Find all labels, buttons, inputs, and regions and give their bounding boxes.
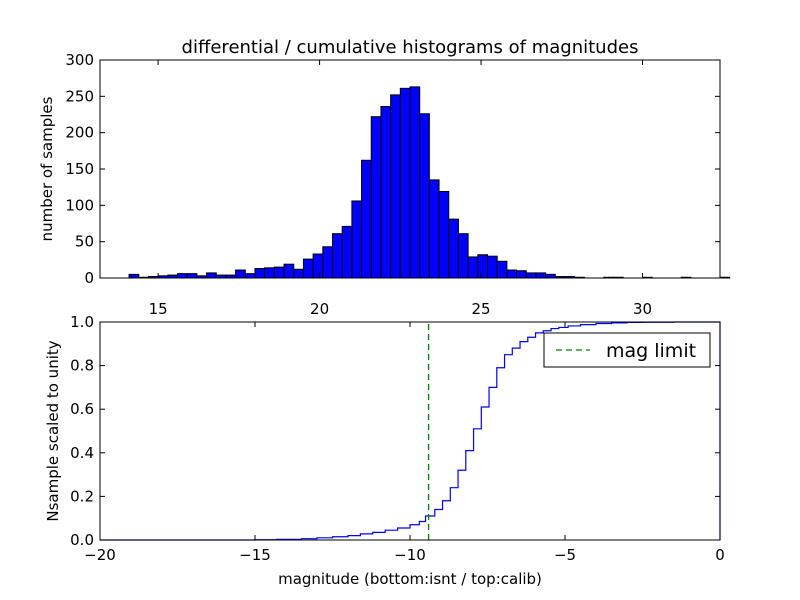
histogram-bar — [370, 116, 382, 279]
histogram-bar — [467, 256, 479, 279]
top-x-tick-label: 15 — [149, 300, 168, 318]
histogram-bar — [186, 273, 198, 279]
bottom-y-tick-label: 1.0 — [70, 313, 94, 331]
bottom-y-tick-label: 0.2 — [70, 487, 94, 505]
cumulative-histogram-chart: −20 −15 −10 −5 0 0.0 0.2 0.4 0.6 0.8 1.0 magnitude… — [44, 313, 725, 588]
histogram-bar — [448, 218, 459, 279]
histogram-bar — [273, 266, 285, 279]
bottom-y-tick-label: 0.0 — [70, 531, 94, 549]
cumulative-step-line — [100, 321, 721, 541]
histogram-bar — [380, 106, 392, 279]
top-y-tick-label: 150 — [65, 160, 94, 178]
top-x-tick-label: 25 — [471, 300, 490, 318]
histogram-bar — [322, 246, 333, 279]
legend-label-mag-limit: mag limit — [606, 340, 696, 362]
top-y-tick-label: 250 — [65, 87, 94, 105]
histogram-bar — [545, 273, 556, 279]
histogram-bar — [302, 258, 314, 279]
legend: mag limit — [543, 332, 711, 368]
histogram-bar — [177, 273, 188, 279]
histogram-bar — [128, 273, 140, 279]
histogram-bar — [516, 270, 527, 279]
histogram-bars — [128, 86, 731, 279]
bottom-x-tick-label: 0 — [715, 546, 725, 564]
differential-histogram-chart: differential / cumulative histograms of … — [38, 37, 731, 318]
histogram-bar — [244, 273, 256, 279]
histogram-bar — [428, 179, 440, 279]
histogram-bar — [525, 272, 537, 279]
histogram-bar — [341, 225, 353, 279]
bottom-x-tick-label: −20 — [84, 546, 116, 564]
top-y-tick-label: 50 — [75, 233, 94, 251]
top-ylabel: number of samples — [38, 96, 56, 241]
histogram-bar — [409, 86, 421, 279]
bottom-y-tick-label: 0.4 — [70, 444, 94, 462]
histogram-bar — [535, 272, 547, 279]
bottom-x-tick-label: −15 — [239, 546, 271, 564]
histogram-bar — [719, 276, 731, 279]
histogram-bar — [477, 254, 488, 279]
bottom-y-tick-label: 0.6 — [70, 400, 94, 418]
histogram-bar — [283, 263, 295, 279]
bottom-axes-ticks: −20 −15 −10 −5 0 0.0 0.2 0.4 0.6 0.8 1.0 — [70, 313, 725, 564]
top-x-tick-label: 20 — [310, 300, 329, 318]
bottom-ylabel: Nsample scaled to unity — [44, 340, 62, 521]
histogram-bar — [206, 272, 217, 279]
histogram-bar — [264, 267, 275, 279]
histogram-bar — [293, 268, 304, 279]
histogram-bar — [457, 233, 469, 279]
histogram-bar — [390, 94, 401, 279]
top-y-tick-label: 300 — [65, 51, 94, 69]
histogram-bar — [351, 200, 363, 279]
histogram-bar — [419, 113, 430, 279]
top-y-tick-label: 0 — [84, 269, 94, 287]
histogram-bar — [496, 260, 508, 279]
histogram-bar — [235, 269, 246, 279]
bottom-xlabel: magnitude (bottom:isnt / top:calib) — [278, 570, 542, 588]
chart-title: differential / cumulative histograms of … — [182, 37, 639, 58]
bottom-y-tick-label: 0.8 — [70, 357, 94, 375]
histogram-bar — [506, 269, 518, 279]
bottom-x-tick-label: −5 — [554, 546, 576, 564]
histogram-bar — [254, 268, 266, 279]
histogram-bar — [399, 87, 411, 279]
top-x-tick-label: 30 — [633, 300, 652, 318]
bottom-x-tick-label: −10 — [394, 546, 426, 564]
histogram-bar — [332, 233, 343, 279]
histogram-bar — [312, 253, 324, 279]
histogram-bar — [438, 191, 450, 279]
top-y-tick-label: 100 — [65, 196, 94, 214]
top-y-tick-label: 200 — [65, 124, 94, 142]
histogram-bar — [361, 159, 372, 279]
histogram-bar — [487, 255, 498, 279]
